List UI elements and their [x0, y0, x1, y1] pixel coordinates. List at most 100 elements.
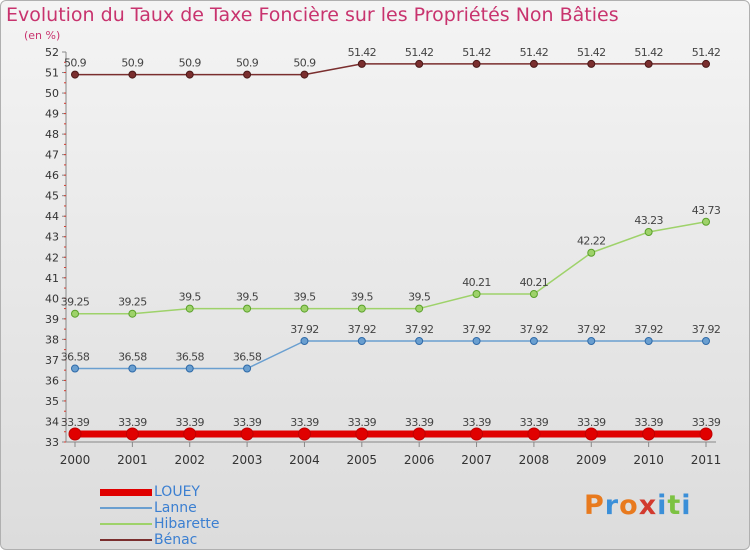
data-point — [472, 290, 481, 299]
data-point — [128, 364, 137, 373]
data-label: 33.39 — [634, 416, 663, 429]
data-point — [183, 427, 197, 441]
data-label: 33.39 — [520, 416, 549, 429]
data-point — [644, 228, 653, 237]
x-tick-label: 2009 — [576, 453, 607, 467]
data-point — [357, 337, 366, 346]
x-tick-label: 2008 — [519, 453, 550, 467]
data-point — [185, 364, 194, 373]
data-point — [415, 304, 424, 313]
legend-swatch — [100, 523, 152, 525]
data-point — [587, 248, 596, 257]
x-tick-label: 2006 — [404, 453, 435, 467]
data-label: 51.42 — [348, 46, 377, 59]
data-point — [355, 427, 369, 441]
logo-letter: o — [619, 490, 639, 521]
y-tick-label: 41 — [45, 272, 59, 285]
data-label: 33.39 — [692, 416, 721, 429]
data-point — [71, 364, 79, 373]
y-tick-label: 42 — [45, 251, 59, 264]
legend-label: Hibarette — [154, 516, 220, 532]
data-label: 33.39 — [61, 416, 90, 429]
y-tick-label: 46 — [45, 169, 59, 182]
data-label: 50.9 — [179, 57, 202, 70]
data-point — [357, 304, 366, 313]
legend-swatch — [100, 539, 152, 541]
data-point — [587, 337, 596, 346]
data-point — [71, 70, 79, 79]
x-tick-label: 2003 — [232, 453, 263, 467]
data-point — [300, 304, 309, 313]
data-point — [243, 364, 252, 373]
data-label: 43.73 — [692, 204, 721, 217]
y-tick-label: 44 — [45, 210, 59, 223]
y-tick-label: 33 — [45, 436, 59, 449]
data-label: 33.39 — [577, 416, 606, 429]
data-label: 50.9 — [64, 57, 87, 70]
data-point — [527, 427, 541, 441]
data-label: 37.92 — [290, 323, 319, 336]
legend-label: Lanne — [154, 500, 197, 516]
data-label: 51.42 — [405, 46, 434, 59]
data-label: 33.39 — [118, 416, 147, 429]
data-label: 39.5 — [351, 291, 374, 304]
y-tick-label: 49 — [45, 108, 59, 121]
data-label: 33.39 — [405, 416, 434, 429]
data-point — [240, 427, 254, 441]
data-label: 33.39 — [233, 416, 262, 429]
data-label: 37.92 — [634, 323, 663, 336]
y-tick-label: 40 — [45, 292, 59, 305]
data-label: 40.21 — [462, 276, 491, 289]
series-line-2 — [75, 221, 707, 315]
logo-letter: x — [638, 490, 658, 521]
data-label: 36.58 — [233, 351, 262, 364]
data-point — [587, 59, 596, 68]
data-point — [472, 337, 481, 346]
data-label: 37.92 — [692, 323, 721, 336]
logo-letter: r — [604, 490, 620, 521]
data-label: 39.5 — [236, 291, 259, 304]
data-point — [128, 70, 137, 79]
data-point — [412, 427, 426, 441]
chart-title: Evolution du Taux de Taxe Foncière sur l… — [6, 4, 619, 26]
legend-swatch — [100, 507, 152, 509]
y-tick-label: 51 — [45, 67, 59, 80]
y-tick-label: 50 — [45, 87, 59, 100]
data-label: 37.92 — [577, 323, 606, 336]
data-point — [243, 304, 252, 313]
data-label: 36.58 — [118, 351, 147, 364]
data-label: 40.21 — [520, 276, 549, 289]
y-tick-label: 34 — [45, 415, 59, 428]
y-tick-label: 52 — [45, 46, 59, 59]
y-tick-label: 47 — [45, 149, 59, 162]
data-label: 33.39 — [290, 416, 319, 429]
logo-letter: i — [657, 490, 668, 521]
y-tick-label: 39 — [45, 313, 59, 326]
y-tick-label: 48 — [45, 128, 59, 141]
data-point — [529, 290, 538, 299]
data-label: 36.58 — [61, 351, 90, 364]
x-tick-label: 2000 — [60, 453, 91, 467]
y-tick-label: 38 — [45, 333, 59, 346]
data-point — [702, 59, 710, 68]
data-label: 39.5 — [408, 291, 431, 304]
data-point — [702, 337, 710, 346]
legend-label: Bénac — [154, 532, 198, 548]
unit-label: (en %) — [24, 29, 61, 42]
y-tick-label: 45 — [45, 190, 59, 203]
data-label: 33.39 — [462, 416, 491, 429]
x-tick-label: 2004 — [289, 453, 320, 467]
data-label: 51.42 — [520, 46, 549, 59]
data-point — [357, 59, 366, 68]
data-point — [297, 427, 311, 441]
x-tick-label: 2011 — [691, 453, 722, 467]
data-label: 50.9 — [293, 57, 316, 70]
y-tick-label: 43 — [45, 231, 59, 244]
data-point — [644, 337, 653, 346]
data-point — [415, 337, 424, 346]
series-line-1 — [75, 340, 706, 370]
data-point — [185, 304, 194, 313]
data-label: 39.5 — [293, 291, 316, 304]
